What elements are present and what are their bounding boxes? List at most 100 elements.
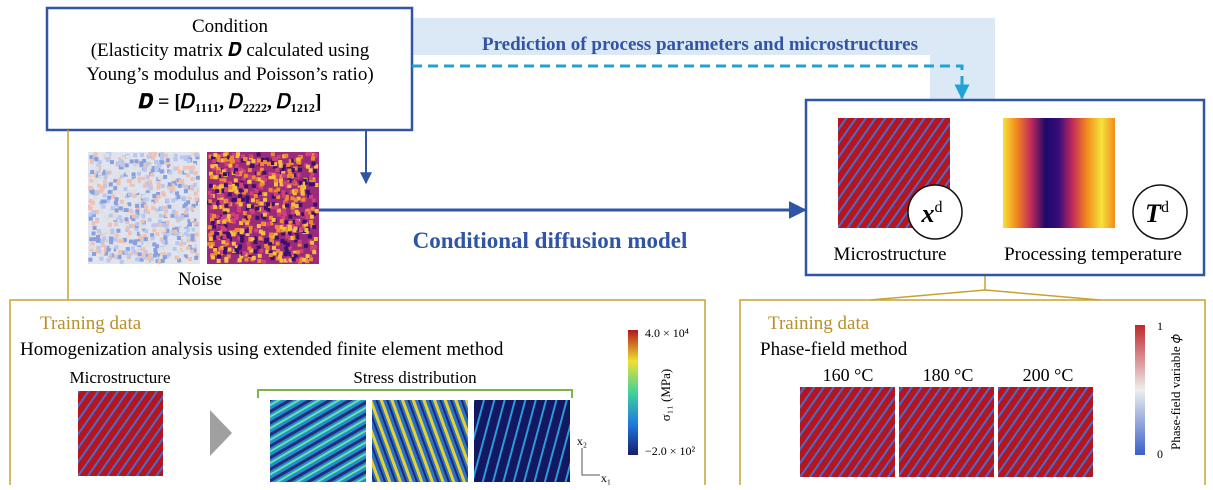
label: Stress distribution xyxy=(353,368,477,387)
noise-dot xyxy=(251,210,255,214)
label: Conditional diffusion model xyxy=(413,228,688,253)
noise-dot xyxy=(228,181,232,185)
noise-dot xyxy=(212,214,216,218)
noise-dot xyxy=(314,237,318,241)
noise-dot xyxy=(281,190,285,194)
noise-dot xyxy=(224,257,228,261)
noise-dot xyxy=(120,163,124,167)
noise-dot xyxy=(299,181,303,185)
noise-dot xyxy=(258,254,262,258)
noise-dot xyxy=(186,246,190,250)
noise-dot xyxy=(257,158,261,162)
noise-dot xyxy=(153,248,157,252)
noise-dot xyxy=(161,223,165,227)
noise-dot xyxy=(131,246,135,250)
noise-dot xyxy=(137,195,141,199)
noise-dot xyxy=(118,215,122,219)
noise-dot xyxy=(263,198,267,202)
noise-dot xyxy=(113,238,117,242)
noise-dot xyxy=(236,152,240,156)
noise-dot xyxy=(150,202,154,206)
noise-dot xyxy=(171,187,175,191)
noise-dot xyxy=(237,208,241,212)
noise-dot xyxy=(271,152,275,156)
noise-dot xyxy=(130,159,134,163)
noise-dot xyxy=(145,162,149,166)
noise-dot xyxy=(94,180,98,184)
noise-dot xyxy=(236,158,240,162)
noise-dot xyxy=(140,210,144,214)
noise-dot xyxy=(101,205,105,209)
noise-dot xyxy=(275,236,279,240)
noise-dot xyxy=(222,220,226,224)
noise-dot xyxy=(230,168,234,172)
noise-dot xyxy=(213,175,217,179)
noise-dot xyxy=(249,154,253,158)
noise-dot xyxy=(186,228,190,232)
noise-dot xyxy=(175,215,179,219)
noise-dot xyxy=(294,227,298,231)
noise-dot xyxy=(279,179,283,183)
noise-dot xyxy=(112,213,116,217)
bracket xyxy=(258,390,572,398)
noise-dot xyxy=(114,201,118,205)
noise-dot xyxy=(296,212,300,216)
noise-dot xyxy=(291,210,295,214)
noise-dot xyxy=(126,226,130,230)
noise-dot xyxy=(190,207,194,211)
noise-dot xyxy=(279,225,283,229)
noise-dot xyxy=(313,245,317,249)
noise-dot xyxy=(144,205,148,209)
noise-dot xyxy=(96,239,100,243)
noise-dot xyxy=(216,170,220,174)
noise-dot xyxy=(238,258,242,262)
noise-dot xyxy=(113,186,117,190)
noise-dot xyxy=(253,249,257,253)
noise-dot xyxy=(162,240,166,244)
noise-dot xyxy=(171,224,175,228)
noise-dot xyxy=(141,180,145,184)
noise-dot xyxy=(255,189,259,193)
noise-dot xyxy=(237,198,241,202)
noise-dot xyxy=(151,156,155,160)
noise-dot xyxy=(231,212,235,216)
noise-dot xyxy=(264,206,268,210)
noise-dot xyxy=(260,183,264,187)
noise-dot xyxy=(263,213,267,217)
noise-dot xyxy=(228,185,232,189)
noise-dot xyxy=(155,232,159,236)
noise-dot xyxy=(223,153,227,157)
noise-dot xyxy=(155,244,159,248)
noise-dot xyxy=(209,195,213,199)
noise-dot xyxy=(99,209,103,213)
noise-dot xyxy=(105,217,109,221)
noise-dot xyxy=(169,166,173,170)
noise-dot xyxy=(309,176,313,180)
noise-dot xyxy=(245,229,249,233)
noise-dot xyxy=(93,226,97,230)
noise-dot xyxy=(242,219,246,223)
noise-dot xyxy=(240,235,244,239)
noise-dot xyxy=(306,254,310,258)
noise-dot xyxy=(306,190,310,194)
noise-dot xyxy=(134,159,138,163)
noise-dot xyxy=(164,154,168,158)
noise-dot xyxy=(249,226,253,230)
noise-dot xyxy=(311,182,315,186)
noise-dot xyxy=(234,248,238,252)
noise-dot xyxy=(180,227,184,231)
label: Training data xyxy=(40,313,142,334)
noise-dot xyxy=(151,236,155,240)
noise-dot xyxy=(158,219,162,223)
label: 1 xyxy=(1157,319,1163,333)
noise-dot xyxy=(173,230,177,234)
label: 180 °C xyxy=(923,365,974,385)
noise-dot xyxy=(153,223,157,227)
noise-dot xyxy=(284,246,288,250)
noise-dot xyxy=(261,222,265,226)
label: (Elasticity matrix 𝑫 calculated using xyxy=(91,40,370,61)
noise-dot xyxy=(282,173,286,177)
noise-dot xyxy=(173,247,177,251)
label: x₁ xyxy=(601,471,611,485)
noise-dot xyxy=(233,186,237,190)
